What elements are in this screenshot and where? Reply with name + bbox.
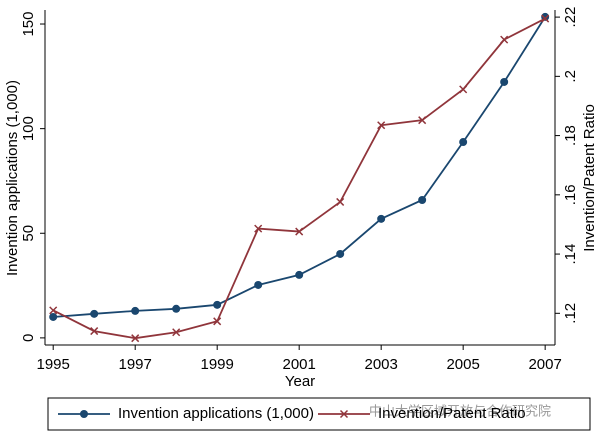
x-tick-label: 1995 (37, 356, 70, 373)
data-point (336, 249, 345, 258)
y2-tick-label: .12 (562, 303, 579, 324)
y2-tick-label: .22 (562, 7, 579, 28)
data-point (213, 317, 222, 326)
data-point (418, 116, 427, 125)
data-point (90, 327, 99, 336)
data-point (254, 224, 263, 233)
y-tick-label: 0 (20, 334, 37, 342)
data-point (500, 77, 509, 86)
y-tick-label: 50 (20, 225, 37, 242)
y2-tick-label: .16 (562, 184, 579, 205)
x-tick-label: 2001 (282, 356, 315, 373)
data-point (90, 309, 99, 318)
data-point (336, 197, 345, 206)
data-point (459, 85, 468, 94)
legend-box (47, 397, 591, 431)
legend-marker (339, 409, 349, 419)
y2-tick-label: .14 (562, 244, 579, 265)
y2-tick-label: .18 (562, 125, 579, 146)
y-axis-title: Invention applications (1,000) (4, 80, 21, 276)
x-tick-label: 1999 (200, 356, 233, 373)
y-tick-label: 100 (20, 116, 37, 141)
y-tick-label: 150 (20, 12, 37, 37)
data-point (459, 138, 468, 147)
data-point (541, 14, 550, 23)
y2-tick-label: .2 (562, 70, 579, 83)
legend-marker (80, 410, 88, 418)
data-point (377, 121, 386, 130)
data-point (49, 312, 58, 321)
x-tick-label: 1997 (119, 356, 152, 373)
x-tick-label: 2005 (446, 356, 479, 373)
data-point (418, 195, 427, 204)
data-point (213, 300, 222, 309)
legend-label: Invention applications (1,000) (118, 405, 314, 422)
data-point (131, 306, 140, 315)
data-point (377, 214, 386, 223)
data-point (295, 227, 304, 236)
series-line (52, 17, 546, 340)
x-axis-title: Year (285, 373, 315, 390)
data-point (254, 280, 263, 289)
x-tick-label: 2007 (528, 356, 561, 373)
legend-label: Invention/Patent Ratio (378, 405, 526, 422)
y2-axis-title: Invention/Patent Ratio (581, 104, 598, 252)
data-point (131, 334, 140, 343)
data-point (500, 35, 509, 44)
x-tick-label: 2003 (364, 356, 397, 373)
data-point (295, 270, 304, 279)
data-point (172, 328, 181, 337)
data-point (49, 306, 58, 315)
watermark: 中山大学区域开放与合作研究院 (369, 403, 551, 418)
data-point (172, 304, 181, 313)
